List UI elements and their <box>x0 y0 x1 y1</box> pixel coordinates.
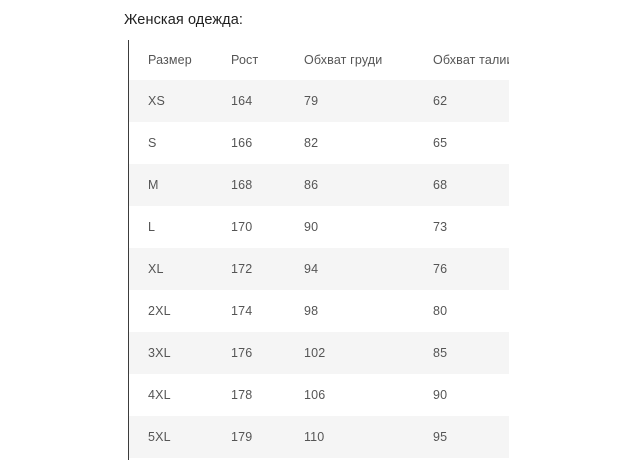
cell-height: 168 <box>212 164 285 206</box>
cell-chest: 79 <box>285 80 414 122</box>
cell-chest: 86 <box>285 164 414 206</box>
table-header-row: Размер Рост Обхват груди Обхват талии <box>129 40 509 80</box>
cell-chest: 94 <box>285 248 414 290</box>
column-header-chest: Обхват груди <box>285 40 414 80</box>
size-table-viewport: Размер Рост Обхват груди Обхват талии XS… <box>128 40 509 460</box>
cell-waist: 65 <box>414 122 509 164</box>
cell-height: 178 <box>212 374 285 416</box>
column-header-size: Размер <box>129 40 212 80</box>
cell-chest: 82 <box>285 122 414 164</box>
cell-height: 170 <box>212 206 285 248</box>
cell-waist: 95 <box>414 416 509 458</box>
size-table: Размер Рост Обхват груди Обхват талии XS… <box>129 40 509 458</box>
cell-size: 3XL <box>129 332 212 374</box>
cell-size: S <box>129 122 212 164</box>
cell-height: 176 <box>212 332 285 374</box>
table-row: S 166 82 65 <box>129 122 509 164</box>
cell-size: 2XL <box>129 290 212 332</box>
cell-waist: 68 <box>414 164 509 206</box>
cell-chest: 98 <box>285 290 414 332</box>
cell-height: 164 <box>212 80 285 122</box>
cell-size: M <box>129 164 212 206</box>
table-row: 3XL 176 102 85 <box>129 332 509 374</box>
table-row: XL 172 94 76 <box>129 248 509 290</box>
table-row: L 170 90 73 <box>129 206 509 248</box>
cell-waist: 73 <box>414 206 509 248</box>
cell-height: 172 <box>212 248 285 290</box>
table-row: XS 164 79 62 <box>129 80 509 122</box>
cell-waist: 80 <box>414 290 509 332</box>
cell-chest: 106 <box>285 374 414 416</box>
column-header-height: Рост <box>212 40 285 80</box>
cell-chest: 110 <box>285 416 414 458</box>
cell-size: L <box>129 206 212 248</box>
cell-height: 179 <box>212 416 285 458</box>
page-title: Женская одежда: <box>124 12 244 28</box>
cell-waist: 90 <box>414 374 509 416</box>
table-row: 5XL 179 110 95 <box>129 416 509 458</box>
cell-chest: 102 <box>285 332 414 374</box>
cell-height: 174 <box>212 290 285 332</box>
cell-height: 166 <box>212 122 285 164</box>
table-row: 4XL 178 106 90 <box>129 374 509 416</box>
cell-size: XL <box>129 248 212 290</box>
cell-size: 5XL <box>129 416 212 458</box>
cell-waist: 62 <box>414 80 509 122</box>
table-row: 2XL 174 98 80 <box>129 290 509 332</box>
table-body: XS 164 79 62 S 166 82 65 M 168 86 68 <box>129 80 509 458</box>
cell-chest: 90 <box>285 206 414 248</box>
table-row: M 168 86 68 <box>129 164 509 206</box>
column-header-waist: Обхват талии <box>414 40 509 80</box>
cell-waist: 76 <box>414 248 509 290</box>
cell-size: 4XL <box>129 374 212 416</box>
cell-waist: 85 <box>414 332 509 374</box>
table-header: Размер Рост Обхват груди Обхват талии <box>129 40 509 80</box>
cell-size: XS <box>129 80 212 122</box>
